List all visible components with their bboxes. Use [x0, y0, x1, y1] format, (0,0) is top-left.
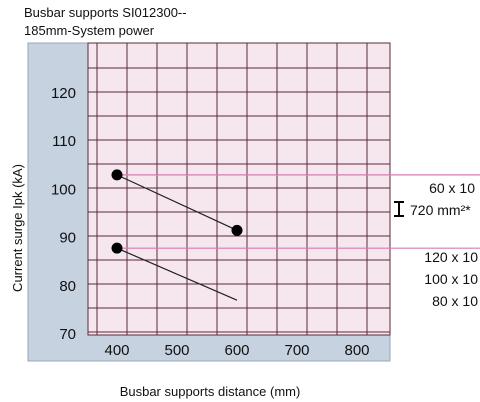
legend-label: 60 x 10	[429, 180, 475, 196]
legend-label: 80 x 10	[432, 293, 478, 309]
y-tick-label: 110	[52, 133, 76, 150]
chart-title-line-1: Busbar supports SI012300--	[24, 5, 187, 20]
x-axis-label: Busbar supports distance (mm)	[120, 384, 301, 399]
data-point	[111, 242, 123, 254]
y-tick-label: 120	[51, 85, 76, 102]
x-tick-label: 400	[104, 342, 129, 359]
y-tick-label: 70	[59, 326, 76, 343]
y-axis-label: Current surge Ipk (kA)	[10, 164, 25, 292]
x-tick-label: 800	[344, 342, 369, 359]
plot-border	[87, 42, 391, 336]
legend-label: 120 x 10	[424, 249, 478, 265]
y-tick-label: 90	[59, 230, 76, 247]
x-tick-label: 500	[164, 342, 189, 359]
plot-area	[88, 43, 390, 335]
legend-label: 100 x 10	[424, 271, 478, 287]
x-tick-label: 600	[224, 342, 249, 359]
series-line	[116, 247, 238, 301]
data-point	[231, 224, 243, 236]
chart-title-line-2: 185mm-System power	[24, 23, 155, 38]
series-line	[116, 174, 238, 231]
data-point	[111, 169, 123, 181]
legend-label: 720 mm²*	[410, 202, 471, 218]
x-tick-label: 700	[284, 342, 309, 359]
y-tick-label: 80	[59, 278, 76, 295]
y-tick-label: 100	[51, 181, 76, 198]
